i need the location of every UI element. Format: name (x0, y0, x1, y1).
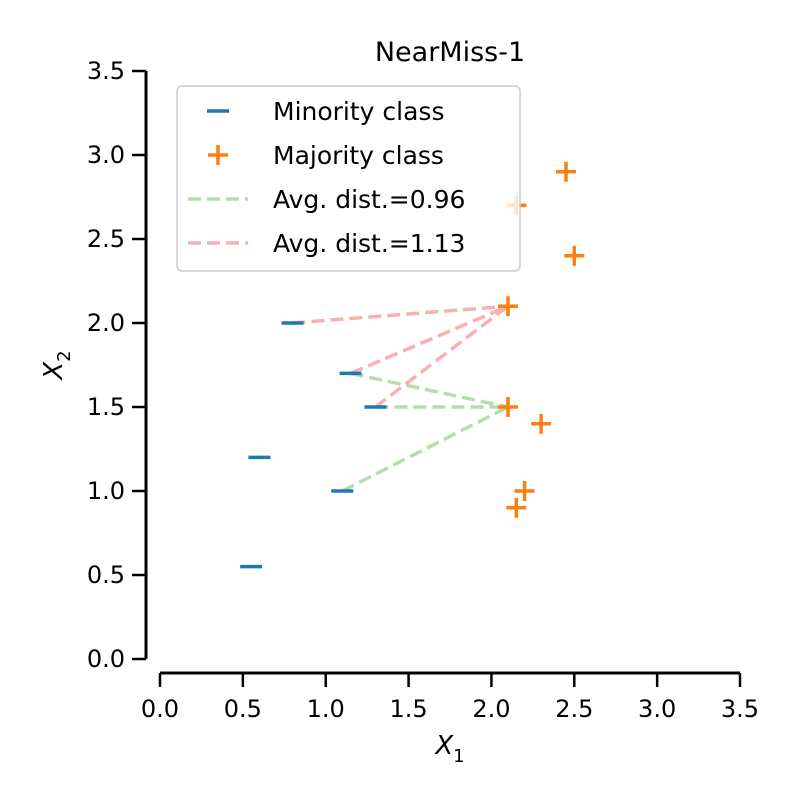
legend-item-majority: Majority class (208, 141, 444, 170)
x-tick-label: 1.0 (307, 695, 345, 723)
x-tick-label: 2.0 (472, 695, 510, 723)
x-tick-label: 3.0 (638, 695, 676, 723)
x-tick-label: 0.5 (224, 695, 262, 723)
distance-line-1 (350, 371, 509, 409)
distance-line-2 (374, 304, 510, 409)
axes-layer: NearMiss-1 0.0 0.5 1.0 1.5 2.0 2.5 3.0 3.5 0.0 0.… (39, 37, 759, 767)
y-axis-label: X2 (39, 350, 75, 381)
legend-label: Avg. dist.=0.96 (273, 185, 465, 214)
majority-point (564, 245, 585, 266)
y-tick-label: 1.0 (87, 477, 125, 505)
distance-line-2 (292, 304, 509, 325)
y-tick-label: 1.5 (87, 393, 125, 421)
y-tick-label: 2.5 (87, 225, 125, 253)
legend-label: Minority class (273, 97, 444, 126)
legend: Minority class Majority class Avg. dist.=0… (176, 85, 521, 272)
distance-line-1 (341, 405, 509, 493)
y-axis-label-main: X (39, 361, 69, 382)
legend-item-minority: Minority class (207, 97, 444, 126)
y-tick-label: 3.0 (87, 141, 125, 169)
majority-point (556, 161, 576, 182)
legend-plus-marker (208, 145, 228, 165)
chart-title: NearMiss-1 (375, 37, 525, 68)
x-axis-label: X1 (433, 731, 464, 767)
y-tick-label: 0.0 (87, 645, 125, 673)
x-tick-label: 2.5 (555, 695, 593, 723)
legend-label: Avg. dist.=1.13 (273, 229, 465, 258)
legend-label: Majority class (273, 141, 444, 170)
majority-point (531, 413, 552, 434)
x-axis-label-sub: 1 (453, 746, 464, 767)
majority-point (514, 481, 535, 501)
distance-line-2 (349, 304, 509, 376)
legend-item-dist-red: Avg. dist.=1.13 (188, 229, 465, 258)
x-tick-label: 0.0 (141, 695, 179, 723)
legend-box (176, 85, 521, 272)
legend-item-dist-green: Avg. dist.=0.96 (188, 185, 465, 214)
x-tick-label: 1.5 (389, 695, 427, 723)
majority-point (498, 397, 518, 417)
y-tick-label: 3.5 (87, 57, 125, 85)
majority-point (498, 296, 518, 317)
x-tick-label: 3.5 (721, 695, 759, 723)
y-tick-label: 0.5 (87, 561, 125, 589)
y-axis-label-sub: 2 (54, 350, 75, 361)
x-axis-label-main: X (433, 731, 454, 761)
majority-point (506, 497, 527, 518)
y-tick-label: 2.0 (87, 309, 125, 337)
distance-lines-layer (292, 304, 510, 493)
